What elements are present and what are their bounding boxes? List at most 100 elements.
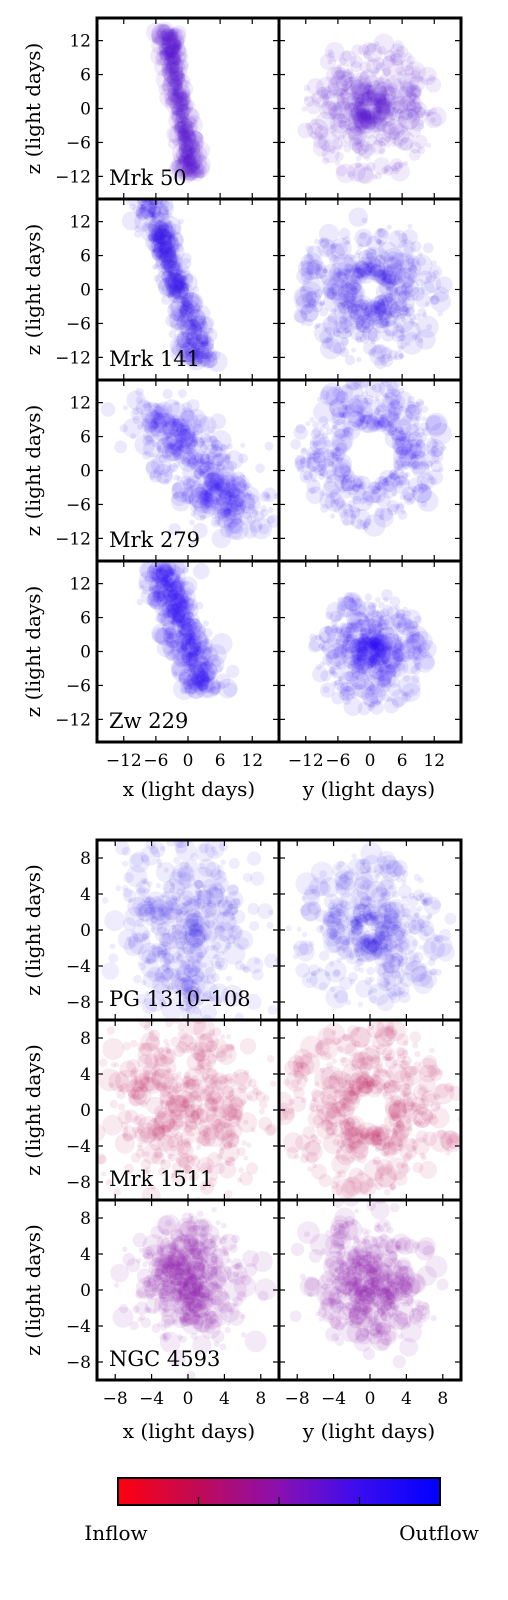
scatter-point	[154, 1053, 168, 1067]
scatter-point	[355, 651, 367, 663]
scatter-point	[351, 483, 360, 492]
scatter-point	[417, 252, 423, 257]
scatter-point	[162, 415, 167, 421]
scatter-point	[369, 914, 377, 922]
scatter-point	[168, 648, 180, 660]
scatter-point	[203, 471, 222, 491]
scatter-point	[137, 199, 148, 207]
scatter-point	[234, 960, 245, 971]
scatter-point	[249, 517, 273, 540]
scatter-point	[178, 389, 187, 398]
scatter-point	[169, 70, 175, 77]
scatter-point	[415, 438, 426, 449]
scatter-point	[169, 261, 190, 283]
scatter-point	[346, 901, 352, 907]
scatter-point	[171, 94, 194, 117]
scatter-point	[294, 310, 308, 324]
scatter-point	[177, 127, 187, 137]
scatter-point	[353, 654, 373, 675]
scatter-point	[372, 416, 378, 422]
scatter-point	[347, 303, 364, 320]
scatter-point	[172, 99, 186, 113]
scatter-point	[176, 90, 189, 103]
scatter-point	[186, 958, 195, 967]
scatter-point	[400, 929, 409, 937]
scatter-point	[218, 1075, 227, 1085]
scatter-point	[351, 94, 365, 108]
scatter-point	[163, 231, 174, 241]
scatter-point	[384, 981, 391, 988]
scatter-point	[414, 427, 425, 438]
scatter-point	[177, 96, 184, 103]
scatter-point	[177, 621, 194, 638]
scatter-point	[163, 54, 180, 70]
scatter-point	[169, 97, 189, 117]
scatter-point	[374, 100, 382, 109]
scatter-point	[172, 88, 191, 108]
scatter-point	[423, 275, 442, 293]
scatter-point	[166, 50, 175, 59]
scatter-point	[411, 460, 421, 470]
scatter-point	[147, 590, 167, 609]
scatter-point	[398, 479, 404, 485]
scatter-point	[187, 131, 204, 147]
scatter-point	[205, 453, 211, 459]
scatter-point	[368, 640, 378, 651]
scatter-point	[247, 503, 255, 512]
scatter-point	[390, 689, 408, 707]
scatter-point	[350, 618, 367, 634]
scatter-point	[183, 105, 190, 111]
scatter-point	[375, 302, 381, 309]
scatter-point	[306, 259, 327, 280]
scatter-point	[400, 69, 407, 76]
scatter-point	[178, 1103, 188, 1113]
scatter-point	[320, 503, 329, 513]
scatter-point	[367, 939, 374, 945]
scatter-point	[317, 238, 337, 258]
scatter-point	[340, 475, 357, 492]
scatter-point	[375, 76, 385, 85]
scatter-point	[188, 937, 194, 943]
scatter-point	[383, 481, 389, 487]
scatter-point	[408, 892, 416, 900]
scatter-point	[188, 662, 206, 680]
scatter-point	[199, 471, 205, 477]
scatter-point	[144, 1151, 150, 1157]
scatter-point	[376, 636, 383, 642]
scatter-point	[174, 452, 180, 459]
scatter-point	[192, 357, 199, 364]
scatter-point	[312, 450, 326, 464]
scatter-point	[175, 437, 187, 449]
scatter-point	[369, 995, 378, 1004]
scatter-point	[191, 668, 211, 688]
scatter-point	[306, 456, 321, 472]
scatter-point	[152, 561, 173, 580]
scatter-point	[353, 475, 365, 487]
scatter-point	[173, 677, 196, 701]
scatter-point	[399, 328, 405, 334]
scatter-point	[296, 465, 305, 473]
scatter-point	[170, 615, 182, 627]
scatter-point	[433, 934, 441, 942]
scatter-point	[348, 928, 362, 942]
scatter-point	[389, 646, 396, 654]
scatter-point	[155, 68, 179, 91]
scatter-point	[355, 640, 372, 657]
scatter-point	[398, 353, 404, 359]
scatter-point	[391, 252, 410, 271]
scatter-point	[184, 1108, 200, 1124]
scatter-point	[361, 321, 371, 330]
scatter-point	[379, 95, 388, 104]
scatter-point	[132, 204, 141, 213]
scatter-point	[159, 29, 171, 41]
scatter-point	[161, 48, 169, 55]
scatter-point	[364, 669, 371, 677]
scatter-point	[183, 975, 206, 997]
scatter-point	[207, 426, 215, 434]
scatter-point	[361, 91, 378, 108]
scatter-point	[168, 92, 190, 114]
scatter-point	[164, 97, 173, 106]
scatter-point	[140, 561, 163, 583]
scatter-point	[151, 213, 157, 219]
scatter-point	[399, 72, 420, 93]
